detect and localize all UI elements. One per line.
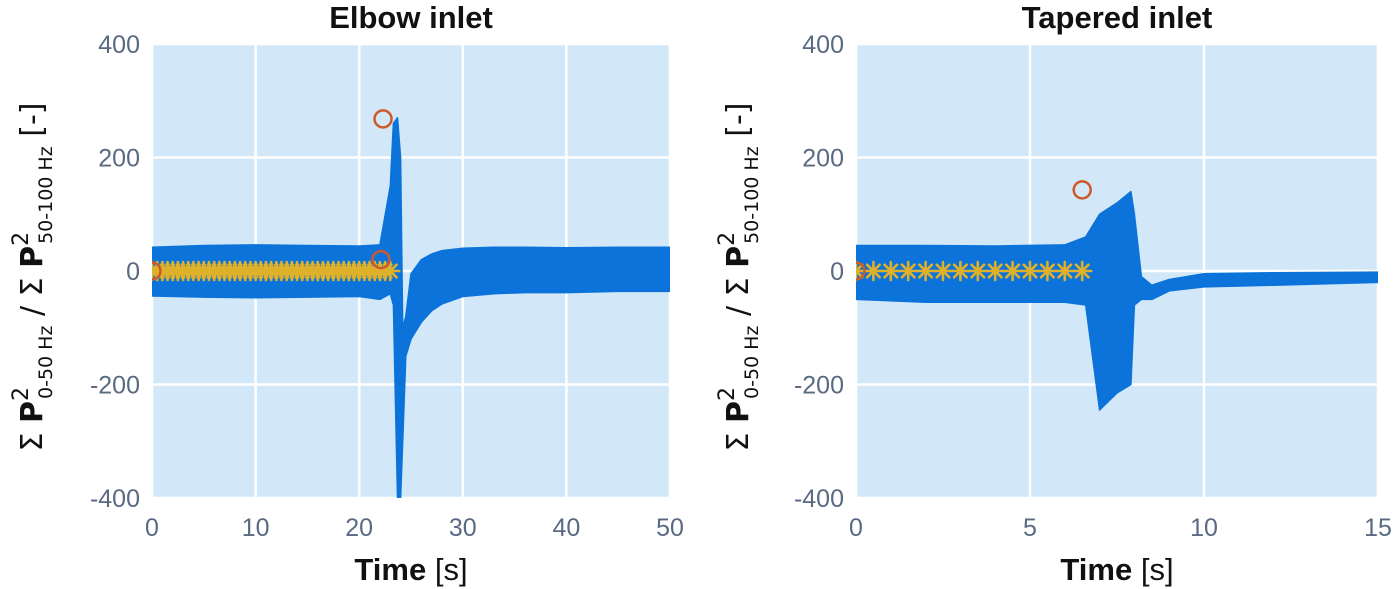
star-marker xyxy=(984,260,1006,282)
star-stroke xyxy=(917,263,934,279)
star-marker xyxy=(1037,260,1058,282)
y-tick-label: -400 xyxy=(90,485,140,513)
star-stroke xyxy=(900,263,916,279)
x-tick-label: 0 xyxy=(849,514,863,542)
y-label-unit: [-] xyxy=(721,103,756,147)
star-stroke xyxy=(952,263,969,279)
signal-band xyxy=(856,190,1378,411)
y-tick-label: 200 xyxy=(98,145,140,173)
y-axis-label: Σ P20-50 Hz / Σ P250-100 Hz [-] xyxy=(9,103,57,452)
star-stroke xyxy=(1004,263,1021,279)
star-marker xyxy=(950,260,971,282)
star-marker xyxy=(1054,260,1076,282)
star-stroke xyxy=(1022,263,1038,279)
y-tick-label: 0 xyxy=(126,258,140,286)
y-label-sup2: 2 xyxy=(715,232,740,246)
y-label-div: / Σ xyxy=(721,268,756,326)
y-axis-label: Σ P20-50 Hz / Σ P250-100 Hz [-] xyxy=(715,103,763,452)
y-label-div: / Σ xyxy=(15,268,50,326)
star-marker xyxy=(932,260,954,282)
y-label-sub: 0-50 Hz xyxy=(35,326,57,399)
star-stroke xyxy=(935,263,951,279)
y-tick-label: -400 xyxy=(794,485,844,513)
circle-marker xyxy=(1072,180,1092,200)
star-marker xyxy=(897,260,919,282)
circle-marker xyxy=(373,109,393,129)
star-marker xyxy=(967,260,989,282)
y-tick-label: 400 xyxy=(802,31,844,59)
x-tick-label: 0 xyxy=(145,514,159,542)
star-marker xyxy=(863,260,884,282)
x-axis-label-unit: [s] xyxy=(1132,552,1173,587)
x-tick-label: 30 xyxy=(449,514,477,542)
x-axis-label: Time [s] xyxy=(1060,552,1173,587)
star-stroke xyxy=(970,263,986,279)
x-tick-label: 10 xyxy=(1190,514,1218,542)
x-tick-label: 5 xyxy=(1023,514,1037,542)
x-tick-label: 20 xyxy=(345,514,373,542)
y-label-p: P xyxy=(15,401,50,423)
star-marker xyxy=(856,260,867,282)
x-axis-label-name: Time xyxy=(1060,552,1132,587)
x-axis-label: Time [s] xyxy=(354,552,467,587)
signal-band xyxy=(152,117,670,498)
y-tick-label: -200 xyxy=(90,372,140,400)
chart-panel-1: 0 10 20 30 40 50 -400 -200 0 200 400 Elbow inlet Tim… xyxy=(9,0,684,587)
y-label-sub2: 50-100 Hz xyxy=(35,146,57,244)
y-tick-label: 0 xyxy=(830,258,844,286)
y-tick-label: -200 xyxy=(794,372,844,400)
x-tick-label: 10 xyxy=(242,514,270,542)
x-axis-label-unit: [s] xyxy=(426,552,467,587)
star-stroke xyxy=(382,263,398,279)
y-tick-label: 200 xyxy=(802,145,844,173)
y-label-sum: Σ xyxy=(15,423,50,452)
star-stroke xyxy=(1074,263,1090,279)
chart-title: Tapered inlet xyxy=(1022,0,1213,35)
x-tick-label: 15 xyxy=(1364,514,1392,542)
star-stroke xyxy=(1057,263,1073,279)
plot-content xyxy=(856,180,1378,411)
y-label-sub2: 50-100 Hz xyxy=(741,146,763,244)
x-axis-label-name: Time xyxy=(354,552,426,587)
y-label-p2: P xyxy=(15,246,50,268)
y-tick-label: 400 xyxy=(98,31,140,59)
y-label-p: P xyxy=(721,401,756,423)
star-stroke xyxy=(987,263,1003,279)
y-label-unit: [-] xyxy=(15,103,50,147)
chart-panel-2: 0 5 10 15 -400 -200 0 200 400 Tapered inlet Time [… xyxy=(715,0,1392,587)
chart-title: Elbow inlet xyxy=(329,0,493,35)
y-label-sup: 2 xyxy=(9,387,34,401)
star-marker xyxy=(379,260,401,282)
plot-content xyxy=(152,109,670,498)
star-marker xyxy=(1071,260,1093,282)
circle-marker xyxy=(152,261,162,281)
y-label-p2: P xyxy=(721,246,756,268)
star-marker xyxy=(880,260,902,282)
star-marker xyxy=(1019,260,1041,282)
circle-marker xyxy=(856,261,866,281)
x-tick-label: 50 xyxy=(656,514,684,542)
star-stroke xyxy=(883,263,899,279)
star-stroke xyxy=(1039,263,1055,279)
x-tick-label: 40 xyxy=(552,514,580,542)
circle-marker xyxy=(371,249,391,270)
star-marker xyxy=(915,260,936,282)
star-marker xyxy=(1002,260,1023,282)
y-label-sum: Σ xyxy=(721,423,756,452)
star-stroke xyxy=(856,263,864,273)
star-stroke xyxy=(856,269,864,279)
y-label-sup: 2 xyxy=(715,387,740,401)
star-stroke xyxy=(865,263,882,279)
y-label-sup2: 2 xyxy=(9,232,34,246)
y-label-sub: 0-50 Hz xyxy=(741,326,763,399)
